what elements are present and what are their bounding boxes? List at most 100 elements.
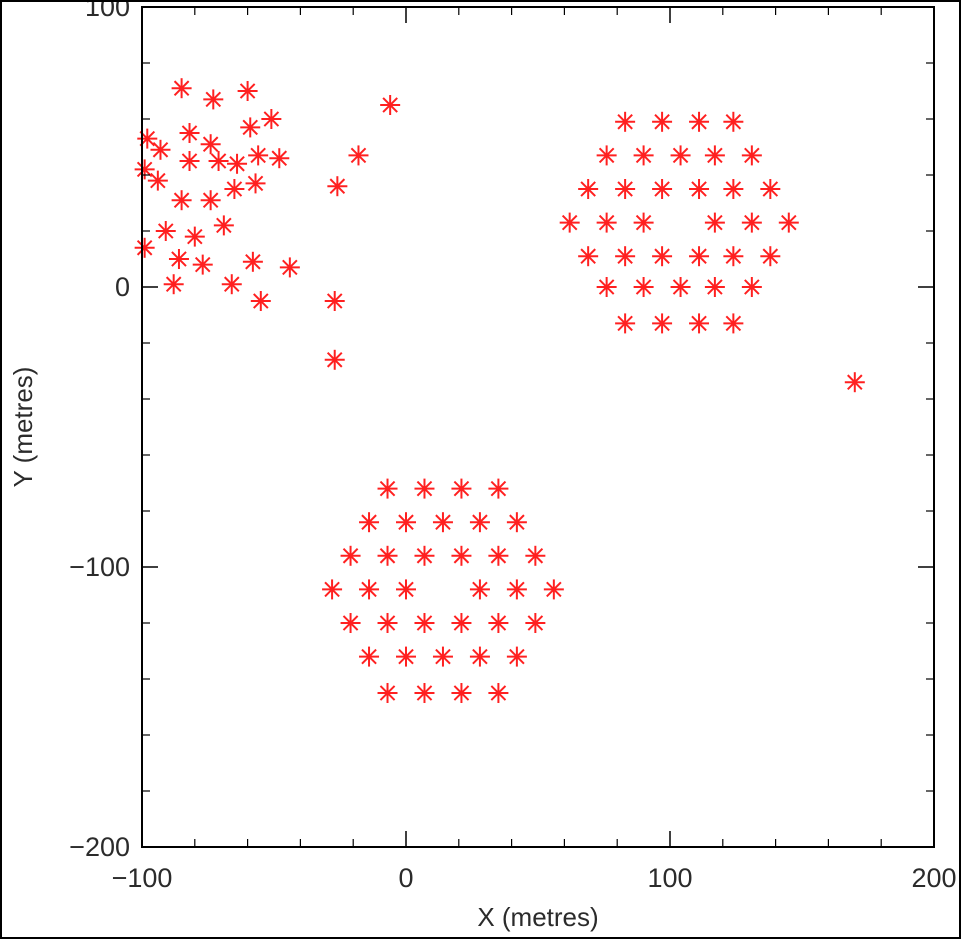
data-point bbox=[377, 613, 398, 633]
data-point bbox=[451, 478, 472, 499]
data-point bbox=[578, 179, 599, 199]
data-point bbox=[269, 148, 290, 169]
x-tick-label: −100 bbox=[112, 863, 173, 893]
x-axis-label: X (metres) bbox=[477, 902, 598, 932]
data-point bbox=[633, 277, 654, 297]
data-point bbox=[704, 277, 725, 297]
data-point bbox=[147, 170, 168, 191]
data-point bbox=[723, 313, 744, 334]
data-point bbox=[377, 683, 398, 703]
data-point bbox=[192, 254, 213, 275]
data-point bbox=[578, 246, 599, 267]
data-point bbox=[414, 478, 435, 499]
data-point bbox=[760, 179, 781, 199]
data-point bbox=[414, 683, 435, 703]
data-point bbox=[760, 246, 781, 267]
data-point bbox=[525, 545, 546, 566]
data-point bbox=[348, 145, 369, 166]
data-point bbox=[248, 145, 269, 166]
data-point bbox=[689, 246, 710, 267]
data-point bbox=[261, 109, 282, 129]
data-point bbox=[179, 123, 200, 143]
data-point bbox=[451, 613, 472, 633]
data-point bbox=[615, 313, 636, 334]
axis-ticks bbox=[141, 6, 935, 848]
y-axis-label: Y (metres) bbox=[8, 367, 38, 488]
data-point bbox=[322, 579, 343, 600]
data-point bbox=[652, 246, 673, 267]
data-point bbox=[171, 190, 192, 211]
y-tick-label: −200 bbox=[69, 832, 130, 862]
data-point bbox=[451, 683, 472, 703]
data-point bbox=[469, 512, 490, 533]
x-tick-label: 100 bbox=[647, 863, 692, 893]
data-point bbox=[377, 545, 398, 566]
data-point bbox=[689, 313, 710, 334]
data-point bbox=[488, 613, 509, 633]
data-point bbox=[171, 78, 192, 99]
data-point bbox=[633, 145, 654, 166]
data-point bbox=[396, 579, 416, 600]
data-point bbox=[689, 111, 710, 132]
data-point bbox=[208, 151, 229, 171]
data-point bbox=[134, 159, 155, 180]
data-point bbox=[150, 139, 171, 160]
y-tick-label: 0 bbox=[115, 272, 130, 302]
data-point bbox=[340, 613, 361, 633]
y-tick-label: 100 bbox=[85, 2, 130, 22]
data-point bbox=[155, 221, 176, 241]
data-point bbox=[250, 291, 271, 311]
data-point bbox=[652, 111, 673, 132]
y-tick-label: −100 bbox=[69, 552, 130, 582]
data-point bbox=[224, 179, 245, 199]
data-point bbox=[488, 545, 509, 566]
data-point bbox=[377, 478, 398, 499]
data-point bbox=[396, 512, 416, 533]
data-point bbox=[596, 277, 617, 297]
data-point bbox=[469, 579, 490, 600]
data-point bbox=[324, 349, 345, 370]
data-point bbox=[137, 128, 158, 149]
data-point bbox=[240, 117, 261, 138]
data-point bbox=[200, 134, 221, 155]
data-point bbox=[506, 646, 527, 667]
data-point bbox=[414, 545, 435, 566]
data-point bbox=[670, 277, 691, 297]
data-point bbox=[134, 237, 155, 258]
data-point bbox=[432, 512, 453, 533]
data-point bbox=[525, 613, 546, 633]
data-point bbox=[488, 478, 509, 499]
data-point bbox=[221, 274, 242, 295]
data-point bbox=[327, 176, 348, 197]
data-point bbox=[506, 512, 527, 533]
data-point bbox=[279, 257, 300, 278]
data-point bbox=[741, 212, 762, 233]
data-point bbox=[596, 212, 617, 233]
data-point bbox=[723, 179, 744, 199]
data-point bbox=[213, 215, 234, 236]
data-point bbox=[359, 579, 380, 600]
data-point bbox=[242, 251, 263, 272]
data-point bbox=[652, 179, 673, 199]
data-point bbox=[670, 145, 691, 166]
data-point bbox=[596, 145, 617, 166]
data-point bbox=[179, 151, 200, 171]
data-point bbox=[741, 277, 762, 297]
data-point bbox=[488, 683, 509, 703]
data-point bbox=[396, 646, 416, 667]
data-point bbox=[615, 111, 636, 132]
data-point bbox=[237, 81, 258, 101]
data-point bbox=[163, 274, 184, 295]
data-point bbox=[469, 646, 490, 667]
data-point bbox=[778, 212, 799, 233]
x-tick-label: 200 bbox=[911, 863, 956, 893]
data-point bbox=[543, 579, 564, 600]
data-point bbox=[359, 646, 380, 667]
data-point bbox=[741, 145, 762, 166]
plot-area bbox=[141, 6, 935, 848]
data-point bbox=[245, 173, 266, 194]
data-point bbox=[432, 646, 453, 667]
data-point bbox=[723, 246, 744, 267]
